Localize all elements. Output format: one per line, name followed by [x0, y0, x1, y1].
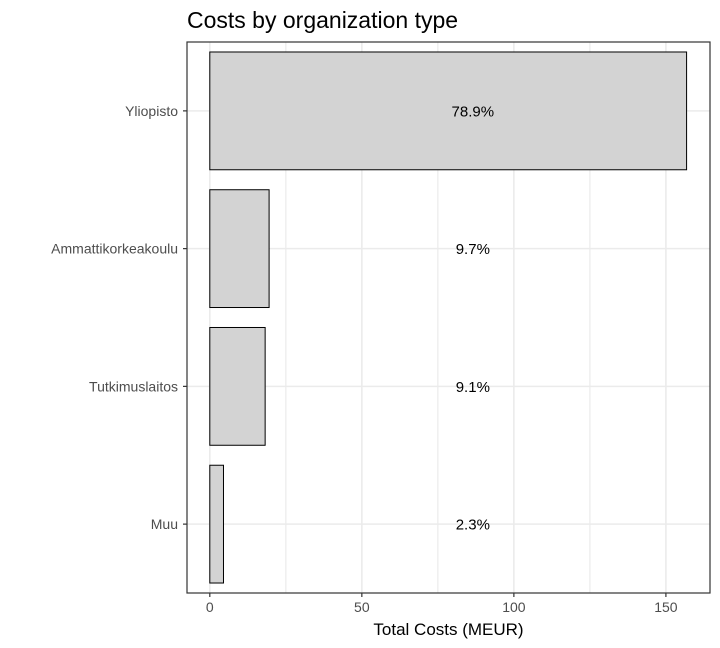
- y-axis: Yliopisto Ammattikorkeakoulu Tutkimuslaito…: [51, 103, 187, 532]
- data-label: 9.1%: [456, 379, 490, 396]
- bar: [209, 51, 688, 171]
- y-tick-label: Yliopisto: [125, 103, 178, 119]
- y-tick-label: Ammattikorkeakoulu: [51, 241, 178, 257]
- x-tick-label: 0: [206, 599, 214, 615]
- data-label: 9.7%: [456, 241, 490, 258]
- bars: [209, 51, 688, 584]
- y-tick-label: Muu: [151, 516, 178, 532]
- x-tick-label: 100: [502, 599, 526, 615]
- bar: [209, 464, 224, 584]
- x-axis: 0 50 100 150: [206, 593, 678, 615]
- share-labels: 78.9% 9.7% 9.1% 2.3%: [452, 103, 495, 533]
- chart-title: Costs by organization type: [187, 7, 458, 33]
- bar: [209, 189, 270, 309]
- x-tick-label: 150: [654, 599, 678, 615]
- data-label: 78.9%: [452, 103, 495, 120]
- data-label: 2.3%: [456, 517, 490, 534]
- bar: [209, 326, 266, 446]
- x-axis-title: Total Costs (MEUR): [373, 620, 523, 639]
- y-tick-label: Tutkimuslaitos: [89, 378, 178, 394]
- x-tick-label: 50: [354, 599, 370, 615]
- panel-border: [186, 41, 711, 594]
